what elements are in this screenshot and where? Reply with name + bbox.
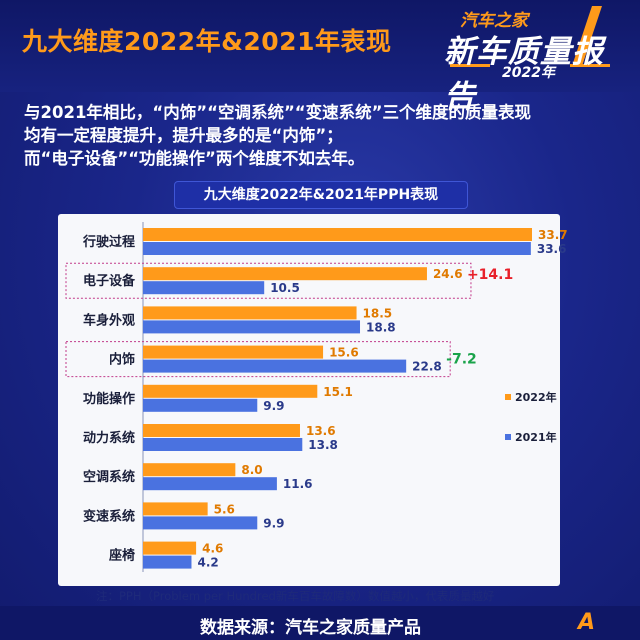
chart-note: 注：PPH（Problem per Hundred新车百车故障数）数值越小，代表… (96, 589, 495, 603)
bar-2022 (143, 502, 208, 516)
data-label-2021: 9.9 (263, 516, 284, 530)
category-label: 电子设备 (83, 273, 136, 289)
category-label: 座椅 (108, 548, 135, 564)
description-line: 与2021年相比，“内饰”“空调系统”“变速系统”三个维度的质量表现 (24, 103, 531, 122)
category-label: 行驶过程 (82, 234, 135, 250)
data-label-2021: 10.5 (270, 281, 300, 295)
bar-2021 (143, 320, 361, 334)
bar-2022 (143, 345, 324, 359)
bar-2021 (143, 359, 407, 373)
data-label-2022: 5.6 (214, 502, 235, 516)
data-source: 数据来源：汽车之家质量产品 (200, 618, 421, 638)
description-line: 而“电子设备”“功能操作”两个维度不如去年。 (24, 149, 365, 168)
brand-report-title: 新车质量报告 (444, 34, 604, 115)
page-title: 九大维度2022年&2021年表现 (22, 27, 392, 56)
data-label-2021: 22.8 (412, 360, 442, 374)
legend-label: 2022年 (515, 390, 557, 404)
data-label-2022: 15.1 (323, 385, 353, 399)
data-label-2022: 24.6 (433, 267, 463, 281)
bar-2022 (143, 267, 427, 281)
data-label-2022: 18.5 (363, 306, 393, 320)
data-label-2021: 11.6 (283, 477, 313, 491)
category-label: 功能操作 (83, 391, 135, 407)
bar-2021 (143, 555, 192, 569)
data-label-2022: 13.6 (306, 424, 336, 438)
data-label-2021: 13.8 (308, 438, 338, 452)
difference-label: +14.1 (467, 267, 513, 283)
brand-logo: 汽车之家 新车质量报告 2022年 (442, 6, 632, 115)
data-label-2021: 9.9 (263, 399, 284, 413)
legend-swatch (505, 434, 511, 440)
data-label-2021: 4.2 (197, 556, 218, 570)
category-label: 动力系统 (83, 430, 135, 446)
header-band (0, 0, 640, 92)
data-label-2022: 33.7 (538, 228, 568, 242)
highlight-box (65, 341, 451, 378)
bar-2022 (143, 384, 318, 398)
data-label-2021: 33.6 (537, 242, 567, 256)
difference-label: -7.2 (446, 352, 477, 368)
brand-slash-decoration (450, 6, 610, 67)
bar-2021 (143, 398, 258, 412)
brand-year: 2022年 (502, 65, 555, 81)
description-line: 均有一定程度提升，提升最多的是“内饰”； (24, 126, 343, 145)
legend-swatch (505, 394, 511, 400)
bar-2022 (143, 463, 236, 477)
bar-2022 (143, 306, 357, 320)
brand-name: 汽车之家 (460, 11, 528, 31)
bar-2021 (143, 438, 303, 451)
category-label: 内饰 (109, 352, 135, 368)
bar-2021 (143, 477, 277, 491)
bar-2021 (143, 516, 258, 530)
data-label-2022: 4.6 (202, 542, 223, 556)
bar-2022 (143, 228, 532, 241)
bar-2021 (143, 242, 531, 255)
chart-title: 九大维度2022年&2021年PPH表现 (174, 181, 468, 209)
category-label: 空调系统 (83, 469, 135, 485)
description: 与2021年相比，“内饰”“空调系统”“变速系统”三个维度的质量表现 均有一定程… (24, 101, 624, 170)
bar-2021 (143, 281, 265, 295)
data-label-2021: 18.8 (366, 320, 396, 334)
category-label: 车身外观 (83, 312, 135, 328)
bar-2022 (143, 424, 300, 437)
data-label-2022: 15.6 (329, 346, 359, 360)
data-label-2022: 8.0 (241, 463, 262, 477)
footer: 数据来源：汽车之家质量产品 A (0, 606, 640, 640)
footer-logo-icon: A (578, 610, 596, 635)
category-label: 变速系统 (83, 508, 135, 524)
legend-label: 2021年 (515, 430, 557, 444)
bar-2022 (143, 541, 197, 555)
